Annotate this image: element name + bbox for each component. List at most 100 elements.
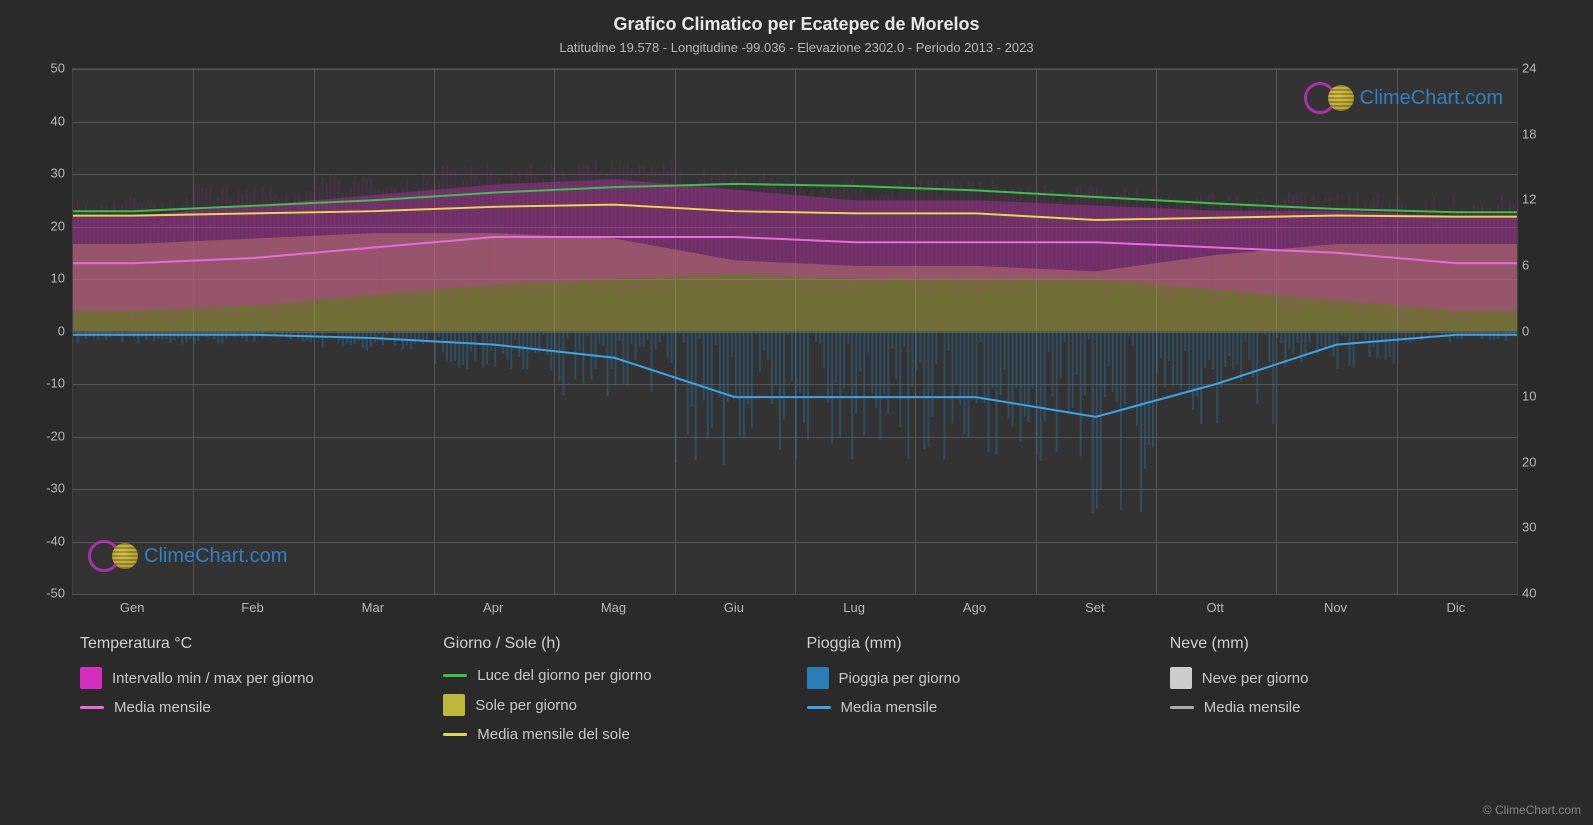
temp-noise — [1164, 210, 1166, 305]
rain-bar — [647, 332, 649, 341]
temp-noise — [105, 206, 107, 316]
rain-bar — [988, 332, 990, 452]
temp-noise — [631, 168, 633, 293]
rain-bar — [1008, 332, 1010, 419]
y-right-tick-label: 18 — [1522, 126, 1562, 141]
temp-noise — [145, 203, 147, 322]
temp-noise — [470, 166, 472, 297]
rain-bar — [767, 332, 769, 361]
rain-bar — [743, 332, 745, 440]
rain-bar — [410, 332, 412, 350]
temp-noise — [93, 208, 95, 314]
rain-bar — [1056, 332, 1058, 452]
rain-bar — [590, 332, 592, 380]
legend-heading: Temperatura °C — [80, 635, 443, 653]
y-right-tick-label: 40 — [1522, 586, 1562, 601]
temp-noise — [1000, 191, 1002, 287]
temp-noise — [1320, 203, 1322, 309]
legend-item-label: Intervallo min / max per giorno — [112, 670, 314, 687]
legend-heading: Neve (mm) — [1170, 635, 1533, 653]
legend-item-label: Neve per giorno — [1202, 670, 1309, 687]
temp-noise — [294, 196, 296, 318]
temp-noise — [586, 166, 588, 283]
grid-line — [554, 69, 555, 594]
temp-noise — [1240, 205, 1242, 297]
temp-noise — [1361, 208, 1363, 311]
temp-noise — [1513, 203, 1515, 313]
temp-noise — [173, 211, 175, 324]
temp-noise — [727, 186, 729, 284]
temp-noise — [1124, 187, 1126, 281]
x-tick-label: Lug — [843, 600, 865, 615]
temp-noise — [903, 189, 905, 285]
rain-bar — [783, 332, 785, 420]
temp-noise — [494, 175, 496, 293]
temp-noise — [1128, 193, 1130, 280]
rain-bar — [923, 332, 925, 450]
y-left-tick-label: 40 — [25, 113, 65, 128]
logo-sun-icon — [1328, 85, 1354, 111]
rain-bar — [727, 332, 729, 402]
rain-bar — [290, 332, 292, 340]
x-tick-label: Ago — [963, 600, 986, 615]
rain-bar — [791, 332, 793, 382]
rain-bar — [751, 332, 753, 429]
rain-bar — [454, 332, 456, 362]
rain-bar — [498, 332, 500, 346]
rain-bar — [1168, 332, 1170, 362]
legend-item: Media mensile — [807, 699, 1170, 716]
rain-bar — [851, 332, 853, 460]
temp-noise — [643, 166, 645, 293]
rain-bar — [1497, 332, 1499, 339]
temp-noise — [715, 177, 717, 281]
temp-noise — [1284, 199, 1286, 309]
rain-bar — [582, 332, 584, 384]
rain-bar — [1028, 332, 1030, 423]
temp-noise — [1425, 199, 1427, 312]
y-left-tick-label: 20 — [25, 218, 65, 233]
rain-bar — [1164, 332, 1166, 388]
rain-bar — [623, 332, 625, 385]
rain-bar — [895, 332, 897, 379]
rain-bar — [839, 332, 841, 440]
temp-noise — [1160, 196, 1162, 292]
rain-bar — [831, 332, 833, 445]
rain-bar — [1224, 332, 1226, 367]
rain-bar — [217, 332, 219, 345]
y-right-tick-label: 20 — [1522, 454, 1562, 469]
temp-noise — [883, 194, 885, 292]
temp-noise — [570, 175, 572, 287]
temp-noise — [249, 191, 251, 306]
rain-bar — [779, 332, 781, 450]
temp-noise — [723, 174, 725, 277]
rain-bar — [719, 332, 721, 397]
rain-bar — [1132, 332, 1134, 347]
temp-noise — [77, 201, 79, 324]
legend-item: Media mensile — [80, 699, 443, 716]
rain-bar — [1369, 332, 1371, 358]
temp-noise — [418, 189, 420, 300]
rain-bar — [181, 332, 183, 345]
temp-noise — [113, 201, 115, 319]
x-tick-label: Mag — [601, 600, 626, 615]
temp-noise — [891, 191, 893, 286]
temp-noise — [233, 201, 235, 318]
rain-bar — [418, 332, 420, 342]
rain-bar — [1020, 332, 1022, 442]
temp-noise — [919, 180, 921, 293]
rain-bar — [526, 332, 528, 370]
temp-noise — [992, 181, 994, 290]
temp-noise — [217, 198, 219, 321]
temp-noise — [1032, 195, 1034, 293]
rain-bar — [322, 332, 324, 348]
rain-bar — [374, 332, 376, 344]
temp-noise — [735, 169, 737, 275]
rain-bar — [1084, 332, 1086, 396]
temp-noise — [1132, 204, 1134, 288]
temp-noise — [1481, 204, 1483, 313]
temp-noise — [1096, 188, 1098, 282]
temp-noise — [707, 184, 709, 285]
rain-bar — [1332, 332, 1334, 357]
rain-bar — [1381, 332, 1383, 343]
rain-bar — [1012, 332, 1014, 427]
